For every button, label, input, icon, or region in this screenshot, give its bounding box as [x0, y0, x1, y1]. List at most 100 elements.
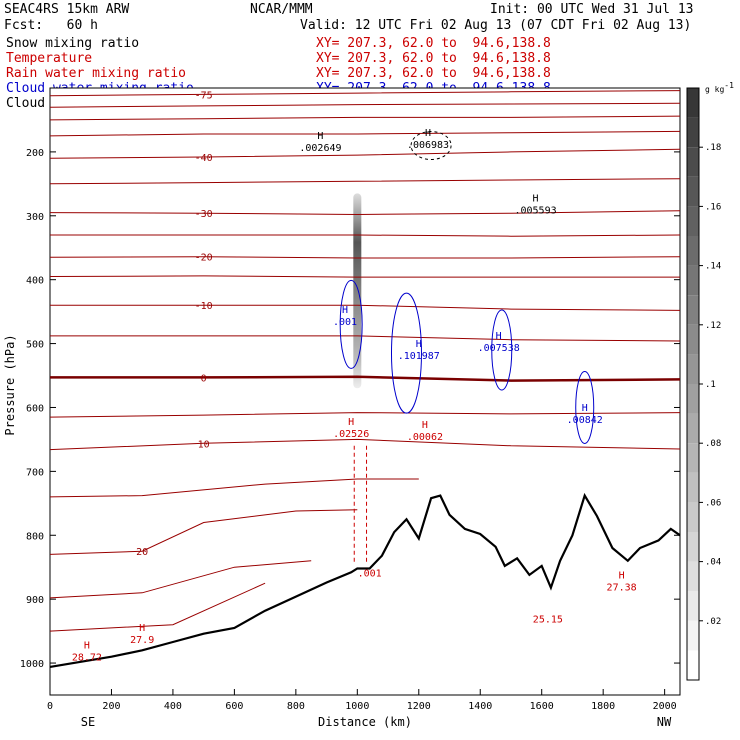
maximum-value: .007538: [478, 343, 520, 354]
maximum-value: 25.15: [533, 614, 563, 625]
maximum-value: .001: [333, 317, 357, 328]
y-tick-label: 1000: [20, 659, 44, 670]
field-label: Rain water mixing ratio: [6, 66, 187, 81]
model-title: SEAC4RS 15km ARW: [4, 2, 130, 17]
y-tick-label: 200: [26, 148, 44, 159]
colorbar-segment: [687, 561, 699, 592]
temperature-contour: [49, 275, 680, 278]
maximum-value: .02526: [333, 429, 369, 440]
x-tick-label: 2000: [653, 701, 677, 712]
contour-label: 0: [201, 373, 207, 384]
maximum-marker: H: [533, 193, 539, 204]
y-tick-label: 800: [26, 531, 44, 542]
contour-label: 10: [198, 439, 210, 450]
colorbar-segment: [687, 295, 699, 325]
colorbar-segment: [687, 532, 699, 562]
maximum-value: 28.72: [72, 653, 102, 664]
colorbar-tick-label: .02: [705, 617, 721, 627]
temperature-contour: [49, 478, 419, 498]
colorbar-segment: [687, 413, 699, 444]
contour-label: -40: [195, 153, 213, 164]
temperature-contour: [50, 375, 681, 382]
contour-label: -75: [195, 90, 213, 101]
colorbar-segment: [687, 650, 699, 680]
temperature-contour: [49, 90, 681, 97]
cloud-water-contour: [339, 279, 363, 369]
temperature-contour: [49, 412, 681, 418]
colorbar-tick-label: .14: [705, 262, 721, 272]
colorbar: .02 .04 .06 .08 .1 .12 .14 .16 .18: [686, 87, 721, 681]
temperature-contour: [49, 115, 681, 121]
x-end-left-label: SE: [81, 715, 95, 729]
colorbar-segment: [687, 117, 699, 148]
x-tick-label: 400: [164, 701, 182, 712]
temperature-contour: [49, 210, 681, 216]
maximum-marker: H: [582, 403, 588, 414]
y-tick-label: 900: [26, 595, 44, 606]
field-label: Temperature: [6, 51, 93, 66]
valid-time: Valid: 12 UTC Fri 02 Aug 13 (07 CDT Fri …: [300, 18, 692, 33]
cloud-water-contour: [491, 309, 513, 391]
cloud-water-contour: [575, 370, 595, 444]
temperature-contour: [49, 130, 681, 137]
maximum-value: .002649: [299, 143, 341, 154]
maximum-value: .101987: [398, 351, 440, 362]
org-label: NCAR/MMM: [250, 2, 313, 17]
cloud-water-contour: [390, 292, 422, 414]
colorbar-segment: [687, 443, 699, 473]
plot-area: -75-40-30-20-1001020H.002649H.006983H.00…: [20, 87, 681, 712]
maximum-marker: H: [317, 131, 323, 142]
field-xy: XY= 207.3, 62.0 to 94.6,138.8: [316, 51, 551, 66]
contour-label: -10: [195, 301, 213, 312]
y-tick-label: 300: [26, 212, 44, 223]
temperature-contour: [50, 335, 681, 342]
x-tick-label: 200: [102, 701, 120, 712]
x-tick-label: 1400: [468, 701, 492, 712]
x-axis-label: Distance (km): [318, 715, 412, 729]
colorbar-segment: [687, 265, 699, 296]
temperature-contour: [50, 304, 681, 311]
maximum-value: .005593: [514, 205, 556, 216]
maximum-value: .00842: [567, 415, 603, 426]
colorbar-tick-label: .1: [705, 380, 716, 390]
init-time: Init: 00 UTC Wed 31 Jul 13: [490, 2, 694, 17]
maximum-value: .001: [358, 568, 382, 579]
colorbar-segment: [687, 472, 699, 503]
maximum-marker: H: [348, 417, 354, 428]
colorbar-segment: [687, 384, 699, 414]
temperature-contour: [49, 560, 312, 599]
maximum-value: .006983: [407, 140, 449, 151]
temperature-contour: [50, 234, 681, 237]
contour-label: -20: [195, 253, 213, 264]
colorbar-unit-text: g kg: [705, 85, 724, 94]
maximum-marker: H: [422, 420, 428, 431]
y-axis-label: Pressure (hPa): [3, 334, 17, 435]
maximum-marker: H: [619, 570, 625, 581]
colorbar-segment: [687, 502, 699, 532]
terrain-surface: [49, 492, 681, 668]
colorbar-segment: [687, 620, 699, 651]
y-tick-label: 500: [26, 340, 44, 351]
x-tick-label: 1000: [345, 701, 369, 712]
temperature-contour: [49, 102, 681, 108]
maximum-marker: H: [84, 641, 90, 652]
maximum-marker: H: [496, 331, 502, 342]
contour-label: 20: [136, 547, 148, 558]
colorbar-segment: [687, 324, 699, 355]
field-label: Snow mixing ratio: [6, 36, 140, 51]
colorbar-tick-label: .06: [705, 498, 721, 508]
snow-contour: [410, 131, 452, 161]
temperature-contour: [49, 178, 681, 185]
colorbar-unit-exponent: -1: [724, 81, 734, 90]
colorbar-segment: [687, 354, 699, 384]
colorbar-segment: [687, 206, 699, 236]
colorbar-segment: [687, 591, 699, 621]
colorbar-tick-label: .18: [705, 143, 721, 153]
plot-frame: [49, 87, 681, 696]
y-tick-label: 400: [26, 276, 44, 287]
x-tick-label: 800: [287, 701, 305, 712]
y-tick-label: 700: [26, 467, 44, 478]
x-tick-label: 600: [225, 701, 243, 712]
colorbar-tick-label: .08: [705, 439, 721, 449]
x-tick-label: 1600: [530, 701, 554, 712]
